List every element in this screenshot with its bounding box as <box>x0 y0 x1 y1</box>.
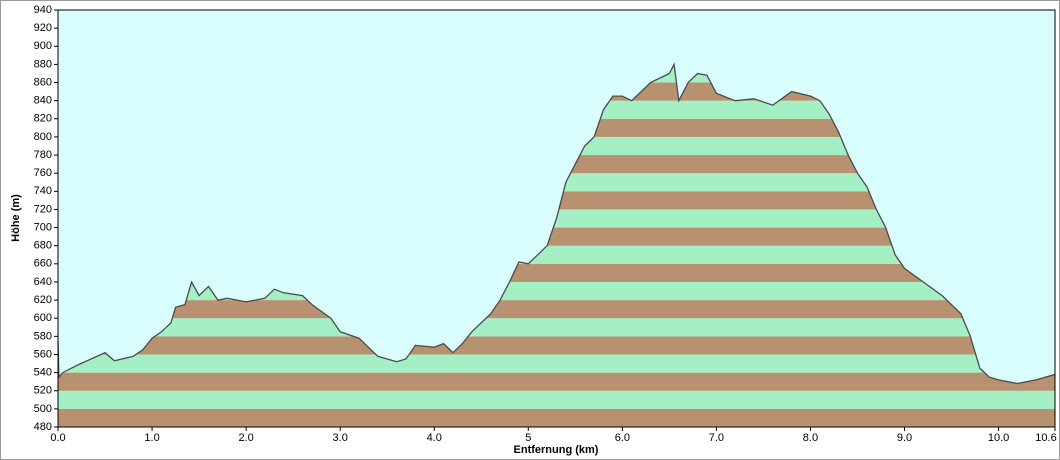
y-tick-label: 940 <box>34 4 52 16</box>
y-tick-label: 800 <box>34 131 52 143</box>
stripe <box>58 318 1055 337</box>
y-tick-label: 480 <box>34 421 52 433</box>
y-tick-label: 560 <box>34 348 52 360</box>
y-tick-label: 700 <box>34 221 52 233</box>
y-axis-label: Höhe (m) <box>10 194 22 242</box>
y-tick-label: 880 <box>34 58 52 70</box>
x-axis-label: Entfernung (km) <box>514 444 599 456</box>
y-tick-label: 580 <box>34 330 52 342</box>
y-tick-label: 500 <box>34 403 52 415</box>
elevation-line <box>57 62 1056 385</box>
y-tick-label: 520 <box>34 385 52 397</box>
y-tick-label: 620 <box>34 294 52 306</box>
y-tick-label: 900 <box>34 40 52 52</box>
stripe <box>58 408 1055 427</box>
y-tick-label: 760 <box>34 167 52 179</box>
y-tick-label: 540 <box>34 367 52 379</box>
y-tick-label: 740 <box>34 185 52 197</box>
y-tick-label: 680 <box>34 240 52 252</box>
y-tick-label: 660 <box>34 258 52 270</box>
y-tick-label: 820 <box>34 113 52 125</box>
x-tick-label: 9.0 <box>897 432 912 444</box>
plot-border <box>57 9 1056 428</box>
x-tick-label: 5 <box>525 432 531 444</box>
stripe <box>58 390 1055 409</box>
y-tick-label: 780 <box>34 149 52 161</box>
y-tick-label: 840 <box>34 95 52 107</box>
x-tick-label: 2.0 <box>238 432 253 444</box>
y-tick-label: 860 <box>34 76 52 88</box>
x-tick-label: 10.6 <box>1035 432 1056 444</box>
x-tick-label: 1.0 <box>144 432 159 444</box>
y-tick-label: 920 <box>34 22 52 34</box>
y-tick-label: 640 <box>34 276 52 288</box>
stripe <box>58 300 1055 319</box>
x-tick-label: 7.0 <box>709 432 724 444</box>
x-tick-label: 8.0 <box>803 432 818 444</box>
x-tick-label: 3.0 <box>333 432 348 444</box>
x-tick-label: 4.0 <box>427 432 442 444</box>
stripe <box>58 372 1055 391</box>
stripe <box>58 354 1055 373</box>
x-tick-label: 0.0 <box>50 432 65 444</box>
y-tick-label: 720 <box>34 203 52 215</box>
stripe <box>58 336 1055 355</box>
x-tick-label: 10.0 <box>988 432 1009 444</box>
x-tick-label: 6.0 <box>615 432 630 444</box>
y-tick-label: 600 <box>34 312 52 324</box>
